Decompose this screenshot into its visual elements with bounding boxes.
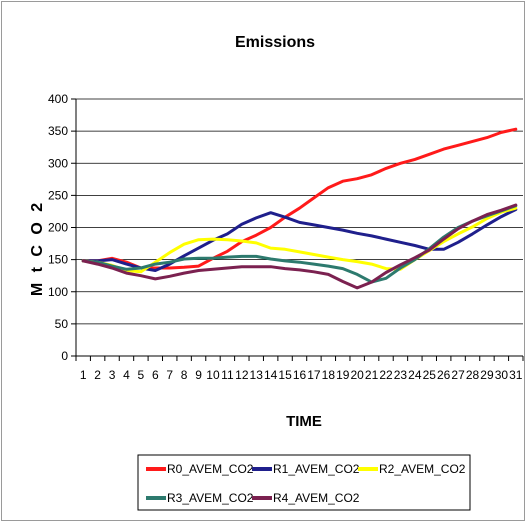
y-tick-label: 50: [55, 317, 69, 331]
axes: [71, 98, 524, 361]
legend-label: R2_AVEM_CO2: [379, 462, 466, 476]
x-tick-label: 8: [181, 368, 188, 382]
x-tick-label: 18: [322, 368, 336, 382]
legend: R0_AVEM_CO2 R1_AVEM_CO2 R2_AVEM_CO2 R3_AVEM…: [146, 462, 466, 505]
x-tick-label: 12: [235, 368, 249, 382]
x-tick-label: 3: [109, 368, 116, 382]
legend-label: R3_AVEM_CO2: [167, 491, 254, 505]
x-tick-label: 4: [123, 368, 130, 382]
series-line-r2-avem-co2: [81, 206, 518, 274]
x-tick-label: 20: [350, 368, 364, 382]
legend-label: R0_AVEM_CO2: [167, 462, 254, 476]
x-tick-label: 30: [495, 368, 509, 382]
y-tick-label: 350: [48, 124, 68, 138]
x-tick-label: 17: [307, 368, 321, 382]
x-tick-label: 5: [138, 368, 145, 382]
gridlines: [76, 98, 523, 325]
x-tick-label: 24: [408, 368, 422, 382]
x-tick-label: 10: [206, 368, 220, 382]
x-tick-label: 29: [480, 368, 494, 382]
x-tick-label: 27: [451, 368, 465, 382]
x-tick-label: 15: [278, 368, 292, 382]
y-tick-label: 200: [48, 221, 68, 235]
y-tick-label: 300: [48, 156, 68, 170]
legend-label: R4_AVEM_CO2: [273, 491, 360, 505]
x-tick-label: 19: [336, 368, 350, 382]
y-tick-label: 400: [48, 92, 68, 106]
chart-title: Emissions: [235, 34, 315, 51]
x-tick-label: 21: [365, 368, 379, 382]
y-tick-label: 150: [48, 253, 68, 267]
x-tick-label: 22: [379, 368, 393, 382]
x-tick-label: 31: [509, 368, 523, 382]
y-axis-label: M t C O 2: [29, 200, 46, 296]
x-tick-label: 28: [466, 368, 480, 382]
y-tick-label: 250: [48, 188, 68, 202]
x-tick-label: 2: [94, 368, 101, 382]
series-line-r1-avem-co2: [81, 208, 518, 272]
x-tick-label: 7: [166, 368, 173, 382]
x-tick-label: 1: [80, 368, 87, 382]
x-tick-label: 11: [221, 368, 234, 382]
legend-label: R1_AVEM_CO2: [273, 462, 360, 476]
x-tick-label: 9: [195, 368, 202, 382]
legend-box: [137, 454, 471, 511]
series-line-r0-avem-co2: [81, 127, 518, 270]
x-tick-label: 23: [394, 368, 408, 382]
x-tick-label: 13: [250, 368, 264, 382]
y-tick-label: 0: [61, 349, 68, 363]
x-tick-label: 16: [293, 368, 307, 382]
y-tick-label: 100: [48, 285, 68, 299]
x-tick-label: 14: [264, 368, 278, 382]
series-line-r4-avem-co2: [81, 203, 518, 290]
series-line-r3-avem-co2: [81, 204, 518, 284]
x-tick-label: 6: [152, 368, 159, 382]
x-tick-label: 25: [423, 368, 437, 382]
x-tick-label: 26: [437, 368, 451, 382]
x-axis-label: TIME: [286, 413, 322, 430]
series-lines: [81, 127, 518, 290]
